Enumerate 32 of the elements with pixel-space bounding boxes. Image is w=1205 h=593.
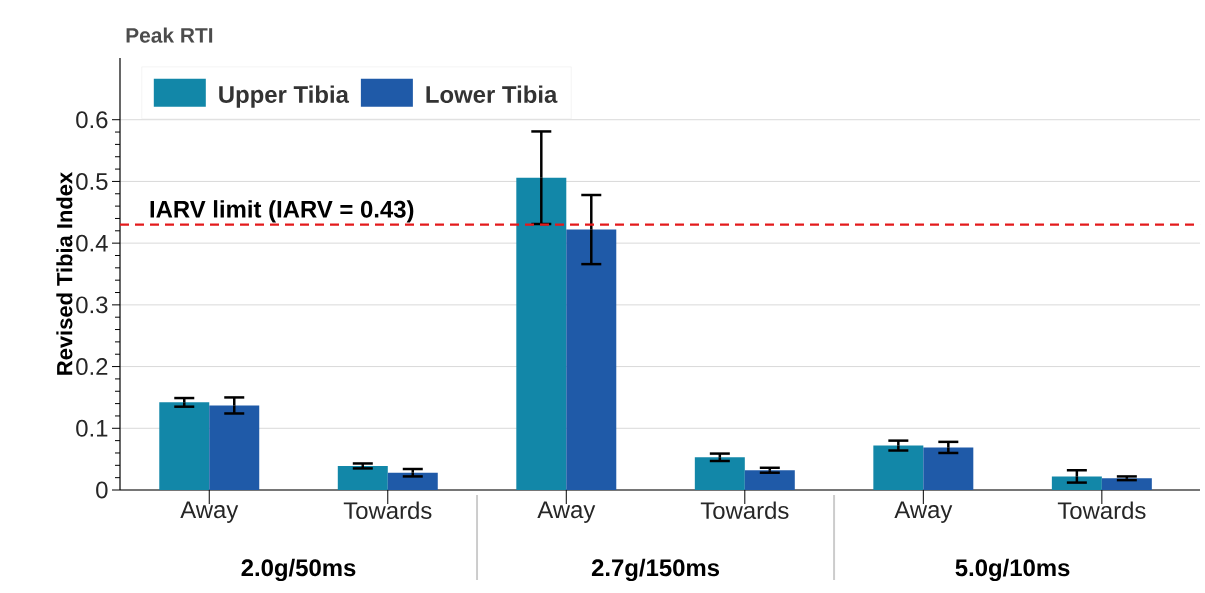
x-tick-label: Towards bbox=[343, 501, 432, 520]
bar bbox=[516, 177, 567, 490]
bar bbox=[159, 402, 210, 490]
y-axis-title: Revised Tibia Index bbox=[56, 172, 73, 375]
bar bbox=[566, 229, 617, 490]
text: 2.0g/50ms bbox=[241, 558, 356, 582]
y-tick-label: 0.3 bbox=[76, 296, 108, 314]
y-tick-label: 0.1 bbox=[76, 419, 108, 437]
bar bbox=[387, 472, 438, 490]
x-tick-label: Towards bbox=[1057, 501, 1146, 520]
x-tick-label: Away bbox=[894, 501, 953, 523]
legend-label: Lower Tibia bbox=[426, 85, 558, 103]
x-tick-label: Away bbox=[180, 501, 239, 523]
chart-title: Peak RTI bbox=[126, 27, 213, 43]
bar bbox=[337, 465, 388, 490]
y-tick-label: 0 bbox=[96, 481, 108, 499]
bar bbox=[209, 405, 260, 490]
bar bbox=[923, 447, 974, 490]
legend-label: Upper Tibia bbox=[219, 85, 350, 108]
ref-line-label: IARV limit (IARV = 0.43) bbox=[150, 200, 414, 223]
y-tick-label: 0.5 bbox=[76, 172, 108, 190]
bar bbox=[744, 470, 795, 490]
x-tick-label: Towards bbox=[700, 501, 789, 520]
x-tick-label: Away bbox=[537, 501, 596, 523]
bar bbox=[694, 457, 745, 490]
y-tick-label: 0.4 bbox=[76, 234, 108, 252]
bar bbox=[1101, 478, 1152, 490]
y-tick-label: 0.6 bbox=[76, 111, 108, 129]
text: 2.7g/150ms bbox=[591, 558, 720, 582]
y-tick-label: 0.2 bbox=[76, 358, 108, 376]
text: 5.0g/10ms bbox=[955, 558, 1070, 582]
bar bbox=[873, 445, 924, 490]
